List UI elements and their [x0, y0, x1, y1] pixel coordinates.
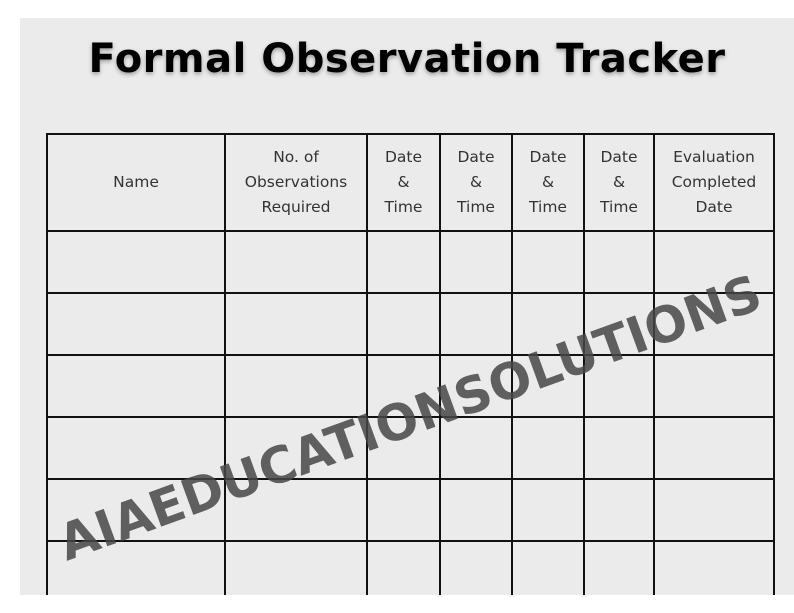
- table-cell[interactable]: [439, 230, 513, 294]
- table-cell[interactable]: [439, 292, 513, 356]
- header-date-time-2: Date & Time: [439, 133, 513, 232]
- header-evaluation-label: Evaluation Completed Date: [671, 148, 757, 216]
- table-cell[interactable]: [653, 354, 775, 418]
- table-cell[interactable]: [583, 540, 655, 595]
- observation-table: Name No. of Observations Required Date &…: [46, 133, 775, 595]
- table-cell[interactable]: [366, 540, 441, 595]
- page-title: Formal Observation Tracker: [88, 36, 726, 82]
- table-row: [46, 478, 775, 542]
- header-date-time-label: Date & Time: [384, 148, 423, 216]
- table-cell[interactable]: [224, 540, 368, 595]
- table-cell[interactable]: [224, 292, 368, 356]
- table-cell[interactable]: [439, 416, 513, 480]
- table-cell[interactable]: [583, 478, 655, 542]
- table-cell[interactable]: [583, 416, 655, 480]
- header-observations-required: No. of Observations Required: [224, 133, 368, 232]
- table-cell[interactable]: [366, 416, 441, 480]
- header-date-time-3: Date & Time: [511, 133, 585, 232]
- table-cell[interactable]: [653, 416, 775, 480]
- table-cell[interactable]: [46, 230, 226, 294]
- table-cell[interactable]: [511, 354, 585, 418]
- header-name: Name: [46, 133, 226, 232]
- table-cell[interactable]: [46, 354, 226, 418]
- table-cell[interactable]: [653, 230, 775, 294]
- table-cell[interactable]: [439, 354, 513, 418]
- table-cell[interactable]: [224, 416, 368, 480]
- table-cell[interactable]: [653, 292, 775, 356]
- table-cell[interactable]: [511, 292, 585, 356]
- header-date-time-label: Date & Time: [457, 148, 495, 216]
- header-date-time-4: Date & Time: [583, 133, 655, 232]
- header-observations-label: No. of Observations Required: [244, 148, 348, 216]
- header-name-label: Name: [113, 173, 159, 191]
- table-cell[interactable]: [46, 478, 226, 542]
- table-cell[interactable]: [224, 230, 368, 294]
- header-date-time-label: Date & Time: [529, 148, 567, 216]
- header-date-time-1: Date & Time: [366, 133, 441, 232]
- table-cell[interactable]: [224, 354, 368, 418]
- table-cell[interactable]: [366, 230, 441, 294]
- table-cell[interactable]: [583, 292, 655, 356]
- table-cell[interactable]: [46, 416, 226, 480]
- header-evaluation-completed-date: Evaluation Completed Date: [653, 133, 775, 232]
- table-cell[interactable]: [439, 540, 513, 595]
- table-cell[interactable]: [46, 540, 226, 595]
- table-cell[interactable]: [439, 478, 513, 542]
- table-cell[interactable]: [653, 478, 775, 542]
- table-row: [46, 354, 775, 418]
- table-cell[interactable]: [583, 354, 655, 418]
- table-row: [46, 292, 775, 356]
- table-cell[interactable]: [583, 230, 655, 294]
- table-row: [46, 416, 775, 480]
- table-row: [46, 230, 775, 294]
- table-row: [46, 540, 775, 595]
- table-cell[interactable]: [511, 416, 585, 480]
- header-date-time-label: Date & Time: [600, 148, 638, 216]
- header-row: Name No. of Observations Required Date &…: [46, 133, 775, 232]
- table-cell[interactable]: [366, 354, 441, 418]
- table-cell[interactable]: [46, 292, 226, 356]
- table-cell[interactable]: [653, 540, 775, 595]
- tracker-sheet: Formal Observation Tracker Name No. of O…: [20, 18, 794, 595]
- table-cell[interactable]: [224, 478, 368, 542]
- table-cell[interactable]: [511, 478, 585, 542]
- table-cell[interactable]: [511, 230, 585, 294]
- table-cell[interactable]: [366, 478, 441, 542]
- table-cell[interactable]: [366, 292, 441, 356]
- table-cell[interactable]: [511, 540, 585, 595]
